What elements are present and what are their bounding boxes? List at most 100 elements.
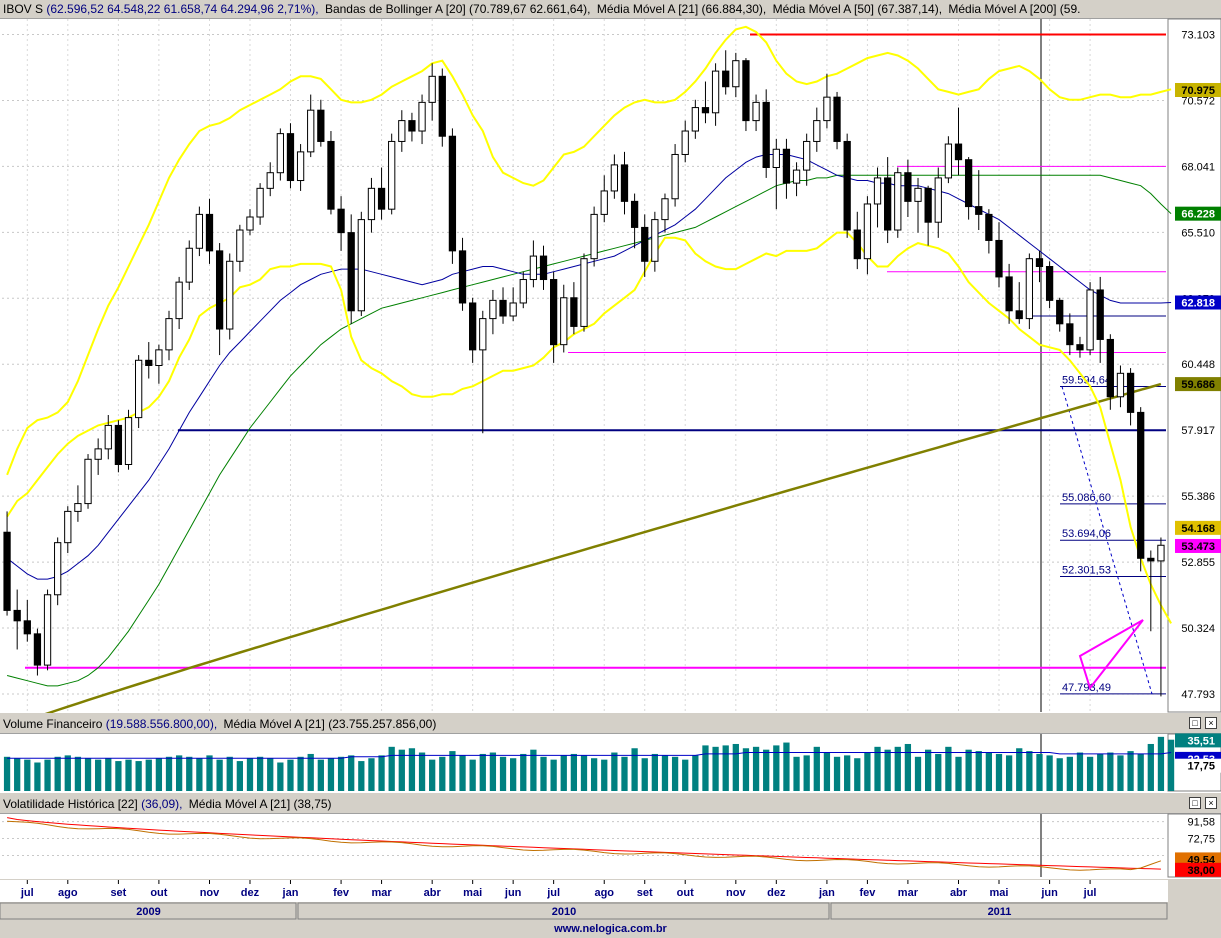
- candle-body: [286, 133, 295, 182]
- volume-bar: [54, 756, 61, 791]
- candle-body: [307, 109, 315, 153]
- price-panel[interactable]: IBOV S (62.596,52 64.548,22 61.658,74 64…: [0, 0, 1221, 713]
- volume-axis-label: 35,51: [1187, 735, 1215, 747]
- candle-body: [114, 424, 123, 465]
- candle-body: [246, 216, 254, 231]
- candle-body: [337, 208, 345, 234]
- volume-bar: [135, 761, 142, 791]
- candle-body: [1015, 310, 1023, 320]
- volume-bar: [935, 753, 942, 791]
- candle-body: [630, 200, 639, 228]
- month-label: jul: [546, 887, 560, 899]
- price-tick-label: 52.855: [1181, 557, 1215, 569]
- candle-body: [388, 140, 396, 210]
- candle-body: [995, 239, 1003, 278]
- volume-bar: [226, 756, 233, 791]
- month-label: mar: [371, 887, 392, 899]
- volatility-close-button[interactable]: ×: [1205, 797, 1217, 809]
- month-strip: [0, 880, 1168, 902]
- volume-bar: [520, 753, 527, 791]
- volume-close-button[interactable]: ×: [1205, 717, 1217, 729]
- price-badge: [1175, 82, 1221, 97]
- fibonacci-label: 47.793,49: [1062, 682, 1111, 694]
- footer-url[interactable]: www.nelogica.com.br: [554, 923, 667, 935]
- candle-body: [418, 101, 426, 132]
- volume-bar: [925, 749, 932, 791]
- month-label: nov: [726, 887, 746, 899]
- volume-bar: [449, 751, 456, 791]
- volume-bar: [671, 756, 679, 791]
- volume-bar: [1076, 752, 1084, 791]
- volume-bar: [14, 758, 21, 791]
- price-badge: [1175, 206, 1221, 221]
- volume-bar: [429, 759, 436, 791]
- ma50-line: [6, 174, 1172, 687]
- month-label: dez: [241, 887, 260, 899]
- volume-bar: [489, 752, 497, 791]
- volatility-panel[interactable]: Volatilidade Histórica [22] (36,09), Méd…: [0, 795, 1221, 879]
- volume-bar: [864, 752, 871, 791]
- volume-panel-header: Volume Financeiro (19.588.556.800,00), M…: [0, 715, 1221, 734]
- candle-body: [479, 318, 487, 351]
- candle-body: [1045, 266, 1054, 301]
- candle-body: [347, 232, 355, 312]
- volatility-title: Volatilidade Histórica [22]: [3, 797, 138, 811]
- volume-bar: [388, 746, 395, 791]
- month-label: abr: [424, 887, 442, 899]
- candle-body: [782, 148, 791, 184]
- price-badge: [1175, 377, 1221, 392]
- volume-panel[interactable]: Volume Financeiro (19.588.556.800,00), M…: [0, 715, 1221, 793]
- arrow-drawing: [1078, 619, 1144, 691]
- volume-bar: [1026, 751, 1033, 791]
- fibonacci-label: 55.086,60: [1062, 492, 1111, 504]
- candle-body: [94, 448, 102, 460]
- month-label: nov: [200, 887, 220, 899]
- month-label: mar: [898, 887, 919, 899]
- volume-bar: [884, 749, 891, 791]
- candle-body: [33, 633, 42, 666]
- volatility-ma-label: Média Móvel A [21] (38,75): [188, 797, 332, 811]
- volume-chart[interactable]: 35,5122,5317,75: [0, 715, 1221, 793]
- candle-body: [145, 359, 153, 366]
- volume-bar: [732, 743, 739, 791]
- volume-bar: [84, 758, 92, 791]
- fibonacci-label: 52.301,53: [1062, 564, 1111, 576]
- time-axis: jul ago set out nov dez jan fev mar abr mai jun jul a…: [0, 880, 1221, 920]
- candle-body: [975, 206, 983, 215]
- price-panel-header: IBOV S (62.596,52 64.548,22 61.658,74 64…: [0, 0, 1221, 19]
- volume-bar: [590, 758, 598, 791]
- volume-bar: [186, 756, 193, 791]
- price-tick-label: 47.793: [1181, 689, 1215, 701]
- volume-bar: [1147, 743, 1154, 791]
- candle-body: [944, 143, 953, 179]
- volume-bar: [145, 759, 152, 791]
- candle-body: [863, 203, 872, 260]
- volume-bar: [307, 753, 314, 791]
- candle-body: [529, 255, 538, 281]
- candle-body: [13, 609, 21, 622]
- price-chart[interactable]: 73.10370.57268.04165.51062.97960.44857.9…: [0, 0, 1221, 713]
- volume-bar: [1036, 753, 1043, 791]
- candle-body: [570, 297, 578, 327]
- volatility-restore-button[interactable]: □: [1189, 797, 1201, 809]
- month-label: ago: [594, 887, 614, 899]
- price-badge: [1175, 295, 1221, 310]
- volume-bar: [712, 746, 719, 791]
- candle-body: [135, 359, 143, 419]
- candle-body: [985, 213, 993, 241]
- price-tick-label: 65.510: [1181, 227, 1215, 239]
- candle-body: [509, 302, 517, 317]
- candle-body: [580, 258, 588, 327]
- month-label: out: [150, 887, 167, 899]
- month-label: fev: [333, 887, 350, 899]
- year-cell: [830, 902, 1168, 920]
- candle-body: [1025, 258, 1033, 320]
- volume-restore-button[interactable]: □: [1189, 717, 1201, 729]
- volume-bar: [1127, 751, 1134, 791]
- candle-body: [1076, 344, 1084, 351]
- volume-bar: [368, 758, 375, 791]
- volume-badge: [1175, 733, 1221, 748]
- volume-title: Volume Financeiro: [3, 717, 103, 731]
- volume-bar: [125, 759, 132, 791]
